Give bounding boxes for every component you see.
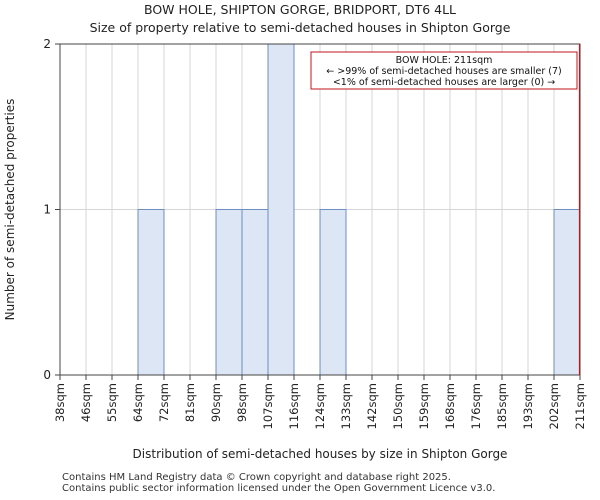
chart-title: BOW HOLE, SHIPTON GORGE, BRIDPORT, DT6 4… [143,2,457,17]
footer-line-1: Contains HM Land Registry data © Crown c… [62,472,451,483]
bar-98sqm [241,209,269,376]
y-ticks: 0 1 2 [43,37,60,382]
y-tick-label: 1 [43,203,51,217]
x-tick-label: 142sqm [365,383,379,429]
x-tick-label: 81sqm [183,383,197,422]
x-axis-label: Distribution of semi-detached houses by … [133,447,508,461]
bar-107sqm [267,43,295,376]
marker-annotation: BOW HOLE: 211sqm ← >99% of semi-detached… [310,51,578,90]
x-tick-label: 107sqm [261,383,275,429]
x-tick-label: 38sqm [53,383,67,422]
y-tick-label: 0 [43,368,51,382]
x-tick-label: 185sqm [495,383,509,429]
bar-64sqm [137,209,165,376]
bar-chart: 0 1 2 38sqm 46sqm 55sqm 64sqm 72sqm 81sqm 90sqm 9… [3,37,587,461]
x-tick-label: 193sqm [521,383,535,429]
x-ticks: 38sqm 46sqm 55sqm 64sqm 72sqm 81sqm 90sqm 98sqm… [53,375,587,429]
x-tick-label: 72sqm [157,383,171,422]
x-tick-label: 159sqm [417,383,431,429]
annotation-line-2: ← >99% of semi-detached houses are small… [326,66,561,77]
annotation-line-1: BOW HOLE: 211sqm [396,55,493,66]
annotation-line-3: <1% of semi-detached houses are larger (… [333,77,555,88]
bars [137,43,581,376]
x-tick-label: 211sqm [573,383,587,429]
bar-202sqm [553,209,581,376]
x-tick-label: 64sqm [131,383,145,422]
x-tick-label: 116sqm [287,383,301,429]
x-tick-label: 98sqm [235,383,249,422]
y-axis-label: Number of semi-detached properties [3,99,17,321]
x-tick-label: 202sqm [547,383,561,429]
x-tick-label: 46sqm [79,383,93,422]
x-tick-label: 124sqm [313,383,327,429]
footer-line-2: Contains public sector information licen… [62,483,496,494]
x-tick-label: 55sqm [105,383,119,422]
bar-90sqm [215,209,243,376]
x-tick-label: 90sqm [209,383,223,422]
annotation-box [310,51,578,90]
x-tick-label: 133sqm [339,383,353,429]
x-tick-label: 150sqm [391,383,405,429]
chart-subtitle: Size of property relative to semi-detach… [89,20,511,35]
y-tick-label: 2 [43,37,51,51]
bar-124sqm [319,209,347,376]
x-tick-label: 176sqm [469,383,483,429]
x-tick-label: 168sqm [443,383,457,429]
